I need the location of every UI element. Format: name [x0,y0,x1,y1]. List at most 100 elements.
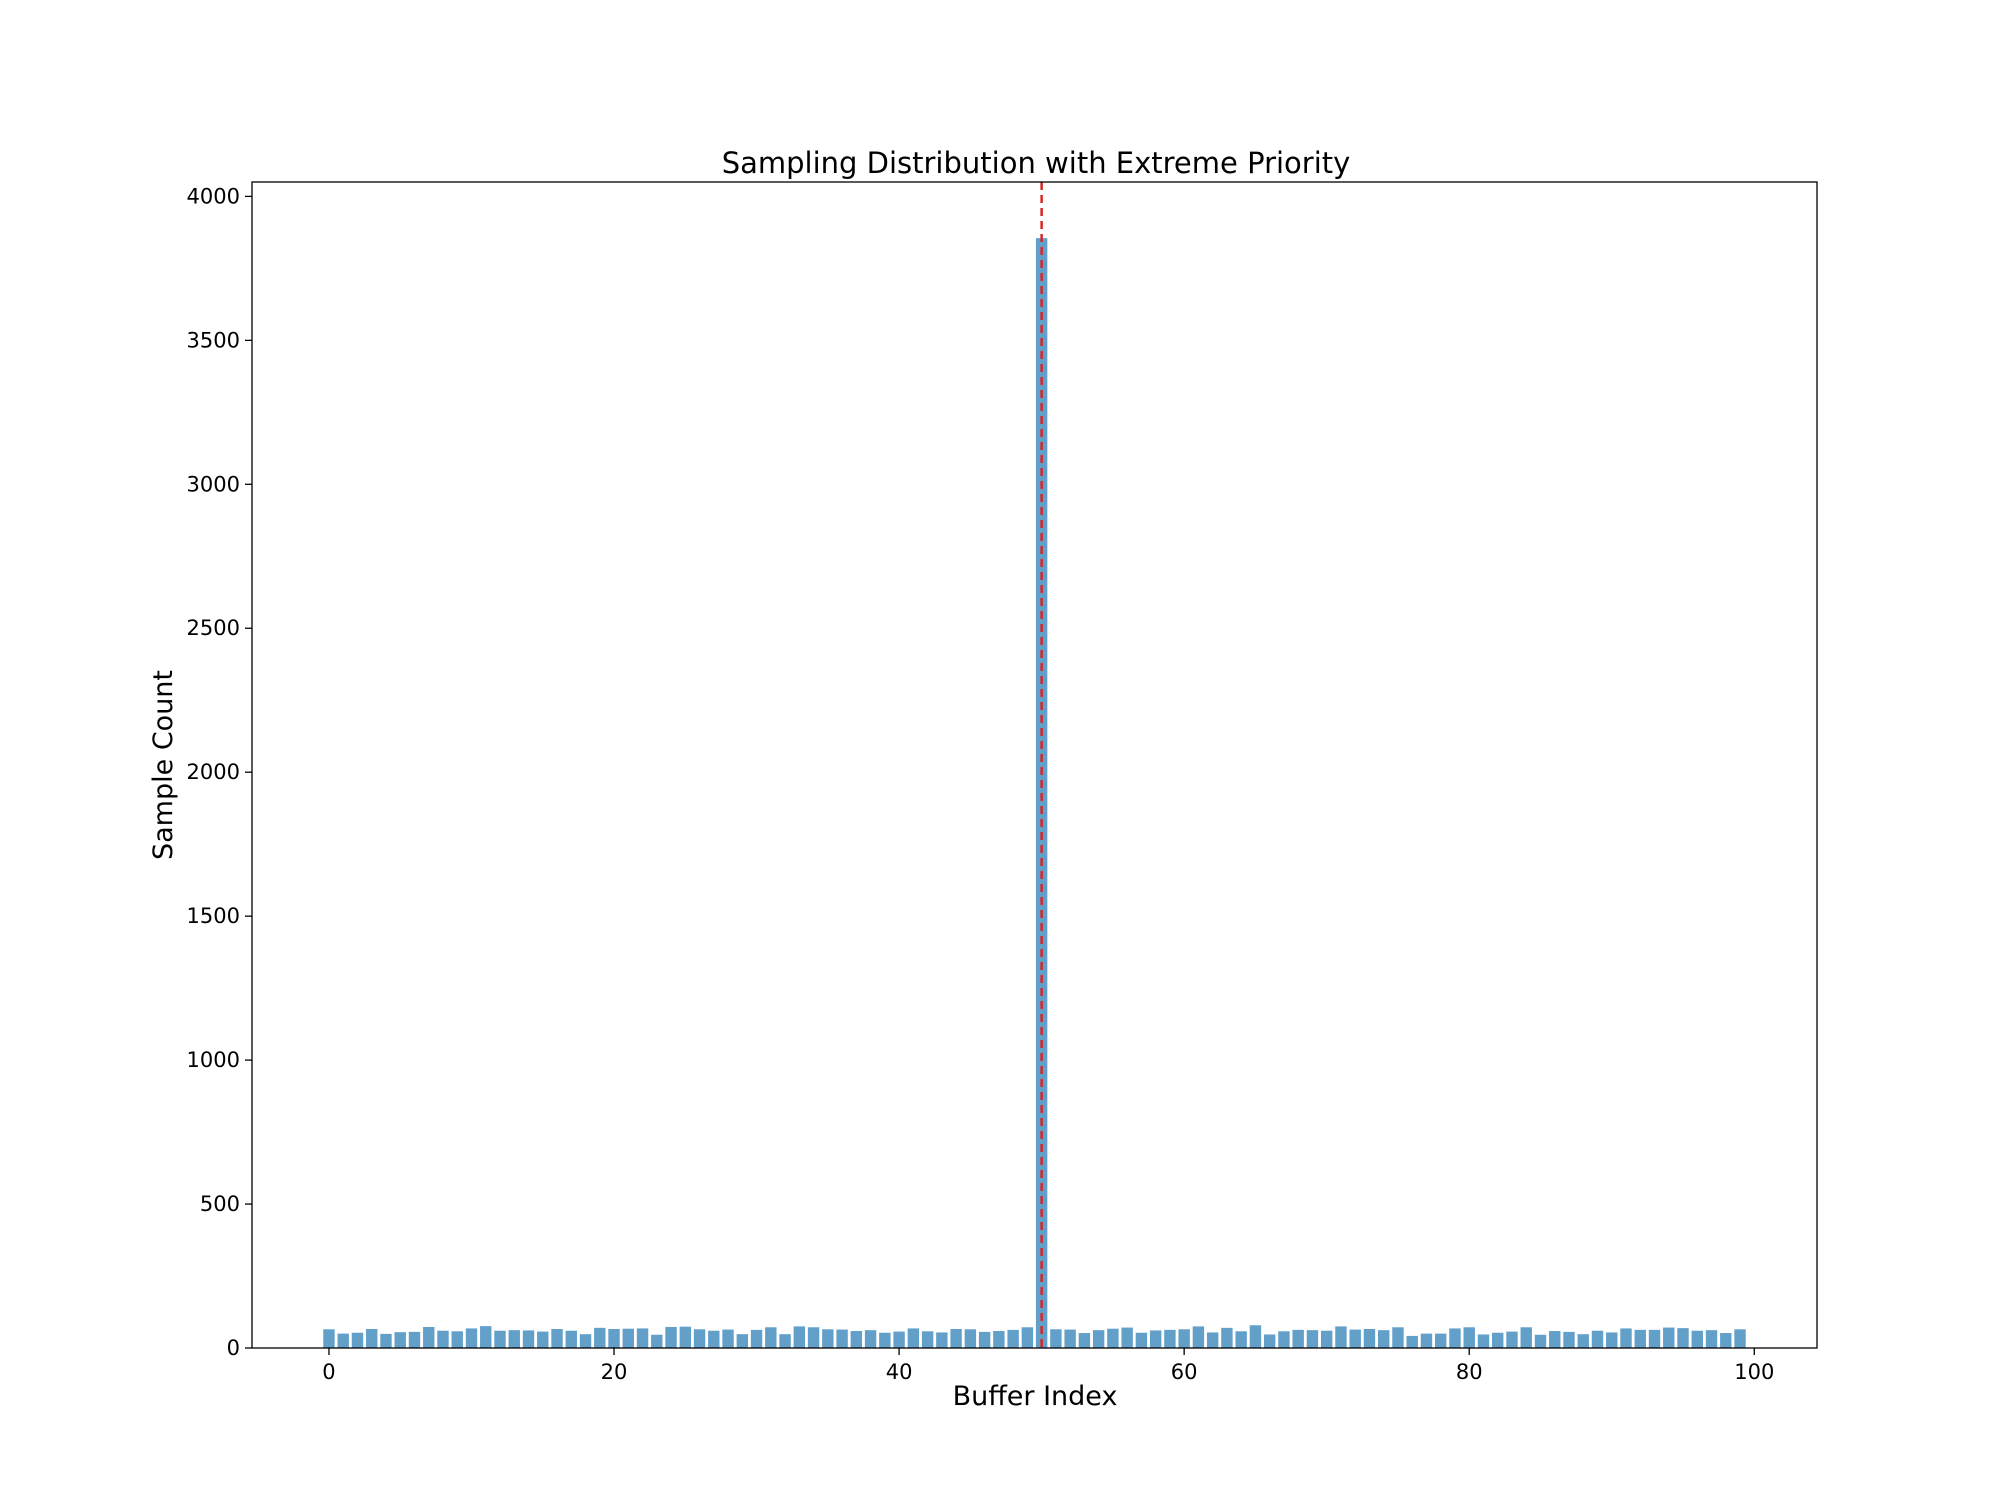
bar-34 [807,1327,820,1348]
bar-69 [1306,1330,1319,1348]
bar-25 [679,1326,691,1348]
bar-93 [1648,1329,1661,1348]
x-tick-label: 0 [322,1360,335,1384]
bar-18 [579,1334,592,1348]
bar-61 [1192,1326,1205,1348]
bar-44 [950,1328,962,1348]
bar-70 [1320,1330,1333,1348]
bar-15 [537,1331,549,1348]
bar-84 [1520,1327,1532,1348]
plot-frame [251,181,1818,1349]
bar-35 [822,1329,834,1348]
x-tick-label: 40 [886,1360,913,1384]
bar-51 [1050,1329,1062,1348]
bar-88 [1577,1334,1589,1348]
bar-85 [1534,1334,1547,1348]
bar-77 [1420,1333,1433,1348]
bar-72 [1349,1329,1361,1348]
x-tick-label: 100 [1734,1360,1774,1384]
bar-29 [736,1334,749,1348]
y-tick-label: 3000 [187,472,240,496]
bar-22 [636,1328,649,1348]
bar-95 [1677,1328,1689,1348]
bar-57 [1135,1332,1148,1348]
bar-71 [1335,1326,1347,1348]
bar-1 [337,1333,349,1348]
y-tick-label: 3500 [187,328,240,352]
bar-54 [1092,1330,1105,1348]
bar-37 [850,1331,863,1348]
bar-96 [1691,1330,1703,1348]
bar-19 [594,1327,606,1348]
bar-40 [893,1331,905,1348]
bar-80 [1463,1327,1475,1348]
x-tick-label: 60 [1171,1360,1198,1384]
bar-0 [323,1329,335,1348]
y-tick-label: 4000 [187,184,240,208]
bar-33 [793,1326,806,1348]
bar-8 [437,1330,449,1348]
bar-3 [366,1328,378,1348]
bar-97 [1705,1330,1718,1348]
bar-30 [750,1329,763,1348]
bar-87 [1563,1331,1575,1348]
bar-7 [423,1326,435,1348]
y-tick-label: 1500 [187,904,240,928]
bar-2 [351,1332,364,1348]
x-axis-label: Buffer Index [953,1381,1118,1412]
bar-17 [565,1330,577,1348]
bar-90 [1606,1332,1618,1348]
bar-38 [864,1330,877,1348]
bar-12 [494,1330,506,1348]
bar-73 [1363,1328,1376,1348]
bar-92 [1634,1329,1646,1348]
bar-68 [1292,1329,1304,1348]
bar-45 [964,1329,977,1348]
bar-53 [1078,1333,1091,1348]
bar-24 [665,1326,677,1348]
bar-60 [1178,1329,1190,1348]
bar-20 [608,1328,620,1348]
bar-58 [1149,1330,1162,1348]
bar-43 [936,1332,948,1348]
bar-27 [708,1330,720,1348]
bar-31 [765,1327,777,1348]
bar-23 [651,1334,663,1348]
x-tick-label: 20 [601,1360,628,1384]
bar-91 [1620,1328,1632,1348]
bar-66 [1263,1334,1276,1348]
bar-13 [508,1330,520,1348]
bar-94 [1663,1327,1675,1348]
bar-36 [836,1329,848,1348]
bar-42 [921,1331,934,1348]
bar-10 [465,1328,478,1348]
bar-26 [693,1329,706,1348]
bar-67 [1278,1331,1290,1348]
bar-4 [380,1333,392,1348]
bar-52 [1064,1329,1076,1348]
bar-74 [1378,1330,1390,1348]
bar-14 [522,1330,535,1348]
x-axis-ticks: 0 20 40 60 80 100 [322,1348,1774,1384]
bar-41 [907,1328,920,1348]
bar-81 [1477,1334,1490,1348]
bar-59 [1164,1329,1176,1348]
y-tick-label: 0 [227,1336,240,1360]
bar-28 [722,1329,734,1348]
bar-21 [622,1328,634,1348]
bar-76 [1406,1335,1418,1348]
bar-78 [1435,1333,1447,1348]
bar-47 [993,1331,1005,1348]
bar-48 [1007,1329,1019,1348]
bar-6 [408,1331,421,1348]
bar-46 [978,1331,991,1348]
bar-75 [1392,1327,1404,1348]
bar-83 [1506,1331,1518,1348]
bar-98 [1720,1333,1732,1348]
bar-9 [451,1331,463,1348]
x-tick-label: 80 [1456,1360,1483,1384]
y-tick-label: 500 [200,1192,240,1216]
bar-65 [1249,1325,1262,1348]
bar-11 [480,1326,492,1348]
